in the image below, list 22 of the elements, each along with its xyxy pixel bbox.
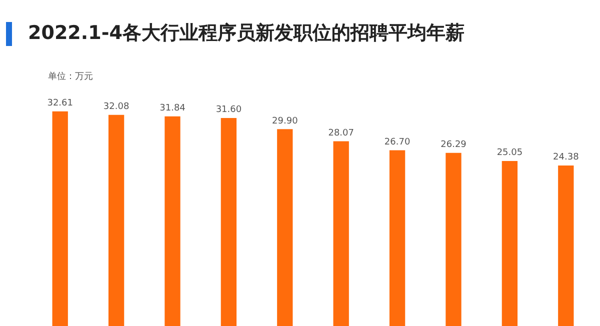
bar bbox=[333, 141, 349, 326]
data-label: 28.07 bbox=[328, 128, 354, 138]
data-label: 26.70 bbox=[384, 137, 410, 148]
data-label: 24.38 bbox=[553, 152, 580, 163]
bar bbox=[220, 118, 237, 326]
bar bbox=[446, 152, 462, 326]
data-label: 31.84 bbox=[160, 104, 186, 114]
data-label: 31.60 bbox=[216, 105, 242, 116]
bar bbox=[277, 129, 293, 326]
data-label: 25.05 bbox=[496, 148, 523, 158]
bar bbox=[52, 111, 68, 326]
data-label: 32.61 bbox=[47, 98, 73, 109]
text: 单位：万元 bbox=[48, 70, 93, 83]
chart-title: 2022.1-4各大行业程序员新发职位的招聘平均年薪 bbox=[28, 21, 464, 46]
data-label: 29.90 bbox=[272, 116, 298, 126]
bar bbox=[502, 161, 518, 326]
bar bbox=[108, 114, 124, 326]
data-label: 32.08 bbox=[103, 102, 130, 112]
bar bbox=[164, 116, 180, 326]
data-label: 26.29 bbox=[440, 140, 467, 150]
bar bbox=[389, 150, 406, 326]
bar bbox=[558, 165, 574, 326]
